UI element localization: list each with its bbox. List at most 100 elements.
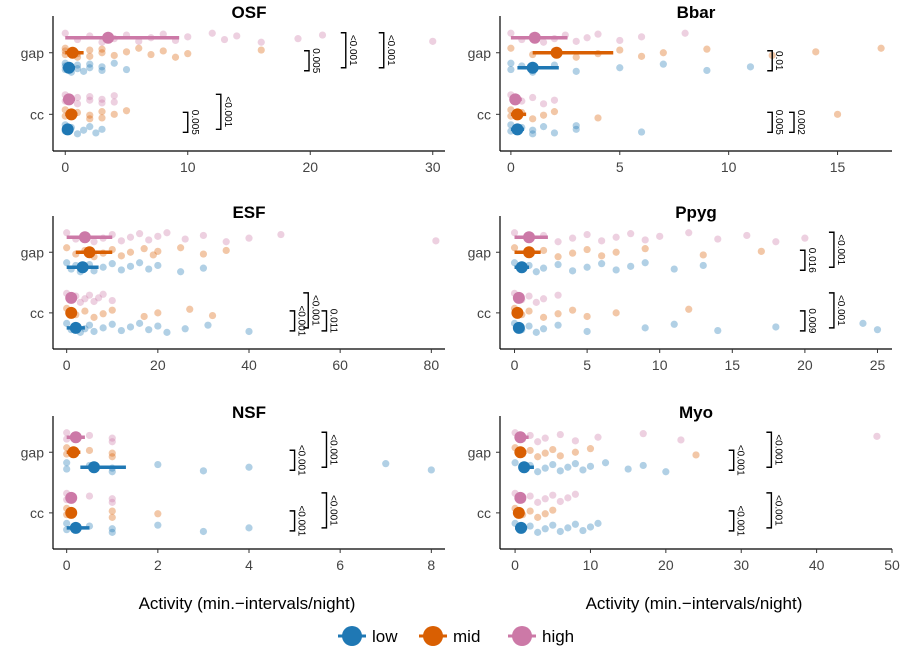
data-point-mid: [594, 114, 602, 122]
data-point-mid: [541, 510, 549, 518]
data-point-mid: [568, 306, 577, 314]
x-tick-label: 40: [809, 557, 825, 573]
data-point-high: [76, 298, 84, 306]
data-point-high: [294, 35, 302, 43]
data-point-low: [73, 65, 82, 73]
data-point-low: [245, 524, 253, 532]
data-point-mid: [159, 47, 167, 55]
data-point-high: [63, 229, 71, 237]
data-point-mid: [126, 248, 135, 256]
significance-bracket: <0.001: [321, 492, 338, 529]
data-point-mid: [549, 506, 557, 514]
data-point-mid: [149, 251, 157, 259]
bracket-line: [766, 492, 773, 529]
data-point-mid: [110, 110, 118, 118]
bracket-line: [828, 231, 835, 268]
data-point-high: [541, 434, 549, 442]
data-point-low: [199, 527, 208, 536]
p-value-label: 0.011: [327, 309, 338, 334]
data-point-low: [63, 259, 71, 267]
data-point-low: [98, 66, 106, 75]
x-tick-label: 0: [63, 557, 71, 573]
y-tick-label: cc: [477, 305, 491, 321]
mean-marker-high: [514, 431, 527, 444]
data-point-low: [529, 130, 537, 138]
legend: low mid high: [338, 626, 574, 646]
data-point-high: [714, 235, 722, 243]
data-point-low: [637, 128, 646, 136]
data-point-low: [73, 61, 82, 69]
data-point-mid: [554, 253, 562, 261]
data-point-high: [245, 234, 253, 242]
x-tick-label: 30: [425, 159, 441, 175]
bracket-line: [321, 431, 328, 468]
data-point-mid: [98, 108, 106, 116]
data-point-high: [184, 33, 192, 41]
y-tick-label: cc: [30, 305, 44, 321]
data-point-mid: [812, 48, 820, 56]
data-point-high: [525, 292, 533, 300]
x-tick-label: 2: [154, 557, 162, 573]
data-point-high: [63, 429, 71, 437]
data-point-mid: [510, 244, 519, 252]
data-point-mid: [154, 247, 162, 255]
bracket-line: [321, 310, 328, 332]
data-point-high: [801, 234, 809, 242]
data-point-mid: [177, 244, 185, 252]
data-point-low: [427, 466, 435, 474]
mean-marker-high: [523, 231, 536, 244]
data-point-high: [233, 32, 241, 40]
data-point-low: [507, 59, 515, 67]
data-point-high: [571, 490, 579, 498]
significance-bracket: 0.009: [799, 308, 817, 334]
panel-title: ESF: [232, 203, 265, 222]
data-point-high: [163, 229, 171, 237]
data-point-high: [594, 30, 602, 38]
data-point-low: [556, 467, 564, 475]
panel-title: Myo: [679, 403, 713, 422]
data-point-low: [86, 123, 94, 131]
mean-marker-mid: [65, 506, 78, 519]
legend-item-mid: mid: [419, 626, 480, 646]
data-point-high: [656, 232, 664, 240]
data-point-mid: [108, 453, 116, 461]
data-point-mid: [61, 44, 69, 52]
panel-title: Bbar: [677, 3, 716, 22]
bracket-line: [828, 292, 835, 329]
data-point-low: [163, 328, 171, 336]
x-tick-label: 25: [870, 357, 886, 373]
bracket-line: [728, 449, 735, 471]
p-value-label: <0.001: [735, 445, 746, 476]
data-point-mid: [556, 452, 564, 460]
data-point-low: [571, 520, 579, 528]
y-tick-label: cc: [477, 505, 491, 521]
data-point-mid: [534, 453, 542, 461]
panel-myo: Myo 0 10 20 30 40 50 gap cc <0.001 <0.001 <0.001 <0.…: [468, 403, 900, 573]
data-point-mid: [147, 50, 155, 59]
data-point-low: [598, 260, 606, 268]
data-point-high: [873, 432, 881, 440]
significance-bracket: <0.001: [828, 292, 846, 329]
data-point-high: [429, 37, 437, 45]
data-point-high: [594, 433, 602, 441]
p-value-label: 0.002: [795, 110, 806, 135]
data-point-low: [564, 524, 572, 532]
data-point-mid: [184, 50, 192, 58]
data-point-low: [154, 261, 162, 270]
data-point-low: [583, 327, 591, 336]
data-point-mid: [539, 313, 548, 321]
data-point-low: [108, 468, 116, 476]
x-tick-label: 0: [507, 159, 515, 175]
p-value-label: <0.001: [385, 35, 396, 66]
data-point-low: [601, 459, 610, 467]
mean-marker-high: [514, 491, 527, 504]
data-point-mid: [572, 53, 580, 61]
mean-marker-low: [69, 321, 82, 334]
mean-marker-high: [69, 431, 82, 444]
y-tick-label: gap: [468, 244, 492, 260]
data-point-high: [199, 231, 208, 240]
data-point-mid: [699, 251, 707, 259]
significance-bracket: <0.001: [215, 93, 233, 131]
data-point-low: [586, 523, 595, 531]
